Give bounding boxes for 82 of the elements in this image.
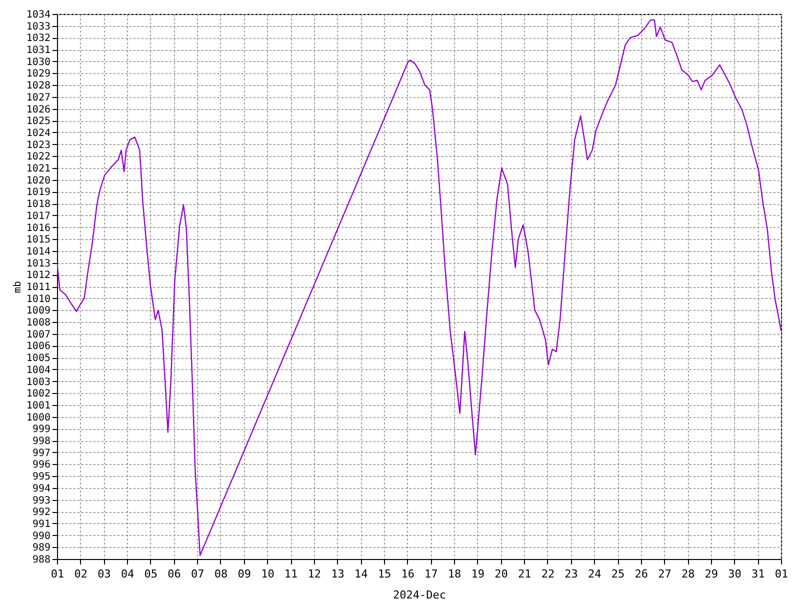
y-tick-label: 1007 <box>26 329 50 340</box>
x-tick-label: 02 <box>74 568 88 580</box>
x-tick-label: 15 <box>378 568 392 580</box>
y-tick-label: 1021 <box>26 164 50 175</box>
y-tick-label: 1008 <box>26 318 50 329</box>
y-tick-label: 988 <box>32 554 50 566</box>
y-tick-label: 990 <box>32 530 50 542</box>
y-tick-label: 1017 <box>26 210 50 222</box>
y-tick-label: 1022 <box>26 152 50 163</box>
x-tick-label: 18 <box>448 568 462 580</box>
x-tick-label: 26 <box>634 568 648 580</box>
y-tick-label: 1023 <box>26 140 50 151</box>
y-tick-label: 1030 <box>26 56 50 68</box>
y-tick-label: 995 <box>32 472 50 483</box>
y-tick-label: 1001 <box>26 400 50 412</box>
x-tick-label: 06 <box>168 568 181 580</box>
x-tick-label: 31 <box>752 568 765 580</box>
x-tick-label: 03 <box>98 568 111 580</box>
y-tick-label: 1009 <box>26 306 50 317</box>
y-tick-label: 1003 <box>26 376 50 388</box>
y-tick-label: 1004 <box>26 364 50 376</box>
y-tick-label: 1010 <box>26 294 50 305</box>
line-series <box>57 19 781 556</box>
y-tick-label: 1031 <box>26 45 50 56</box>
x-tick-label: 23 <box>564 568 578 580</box>
y-tick-label: 997 <box>32 448 50 459</box>
x-tick-label: 24 <box>588 568 602 580</box>
y-tick-label: 1000 <box>26 412 50 424</box>
y-tick-label: 1024 <box>26 128 50 139</box>
y-tick-label: 992 <box>32 507 50 518</box>
x-tick-label: 22 <box>541 568 555 580</box>
y-tick-label: 993 <box>32 495 50 506</box>
x-tick-label: 16 <box>401 568 414 580</box>
y-tick-label: 1032 <box>26 33 50 44</box>
x-tick-label: 19 <box>471 568 485 580</box>
y-tick-label: 1028 <box>26 80 50 92</box>
x-tick-label: 01 <box>50 568 64 580</box>
y-axis-title: mb <box>12 280 24 294</box>
y-tick-label: 1013 <box>26 258 50 270</box>
y-tick-label: 1005 <box>26 353 50 364</box>
x-tick-label: 28 <box>681 568 695 580</box>
y-tick-label: 1006 <box>26 341 50 352</box>
x-tick-label: 01 <box>774 568 788 580</box>
x-tick-label: 07 <box>191 568 204 580</box>
y-tick-label: 994 <box>32 483 50 494</box>
y-tick-label: 999 <box>32 424 50 436</box>
x-tick-label: 25 <box>611 568 625 580</box>
y-tick-label: 991 <box>32 518 50 530</box>
x-tick-label: 14 <box>354 568 368 580</box>
y-tick-label: 1016 <box>26 222 50 234</box>
y-tick-label: 1012 <box>26 270 50 282</box>
x-tick-label: 11 <box>284 568 298 580</box>
y-tick-label: 996 <box>32 460 50 471</box>
y-tick-label: 1011 <box>26 282 50 293</box>
x-tick-label: 20 <box>494 568 508 580</box>
y-tick-label: 1019 <box>26 187 50 198</box>
y-tick-label: 1026 <box>26 104 50 116</box>
y-tick-label: 1018 <box>26 199 50 210</box>
y-tick-label: 998 <box>32 436 50 448</box>
x-tick-label: 05 <box>144 568 158 580</box>
x-tick-label: 09 <box>238 568 251 580</box>
x-tick-label: 17 <box>424 568 438 580</box>
y-tick-label: 1014 <box>26 246 50 258</box>
y-tick-label: 1034 <box>26 10 50 20</box>
y-tick-label: 1015 <box>26 234 50 246</box>
x-tick-label: 21 <box>518 568 532 580</box>
y-tick-label: 1029 <box>26 68 50 80</box>
x-tick-label: 27 <box>658 568 672 580</box>
y-tick-label: 1025 <box>26 116 50 128</box>
x-tick-label: 04 <box>120 568 135 580</box>
y-tick-label: 989 <box>32 542 50 554</box>
y-tick-label: 1020 <box>26 175 50 186</box>
x-tick-label: 08 <box>214 568 228 580</box>
x-tick-label: 10 <box>261 568 274 580</box>
x-tick-label: 30 <box>728 568 742 580</box>
x-tick-label: 29 <box>704 568 718 580</box>
x-tick-label: 12 <box>308 568 322 580</box>
y-tick-label: 1033 <box>26 21 50 32</box>
y-tick-label: 1002 <box>26 388 50 400</box>
x-tick-label: 13 <box>331 568 344 580</box>
y-tick-label: 1027 <box>26 92 50 104</box>
x-axis-title: 2024-Dec <box>393 588 446 600</box>
